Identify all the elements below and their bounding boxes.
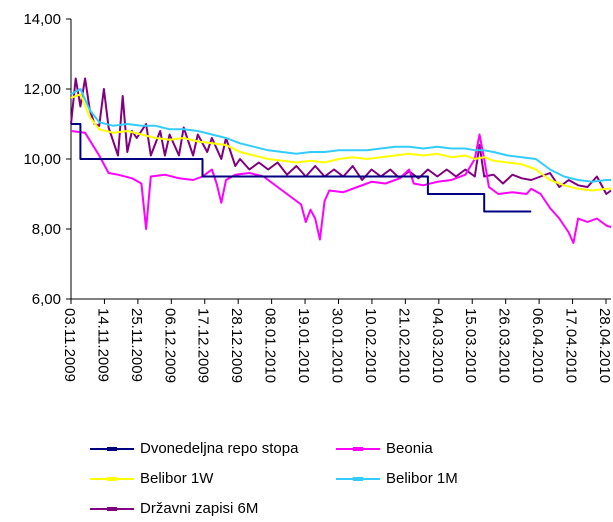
series-line (70, 88, 611, 183)
legend-swatch (336, 441, 380, 457)
x-tick-label: 17.04.2010 (563, 308, 580, 383)
x-tick-label: 06.12.2009 (161, 308, 178, 383)
y-tick-label: 6,00 (32, 291, 61, 308)
x-tick-label: 28.12.2009 (228, 308, 245, 383)
series-line (71, 123, 532, 213)
x-tick-label: 15.03.2010 (462, 308, 479, 383)
x-tick-label: 03.11.2009 (61, 308, 78, 382)
x-tick-label: 08.01.2010 (262, 308, 279, 383)
x-axis-ticks: 03.11.2009 14.11.2009 25.11.2009 06.12.2009… (61, 299, 613, 383)
legend-label: Belibor 1W (140, 470, 214, 487)
line-chart: 6,00 8,00 10,00 12,00 14,00 03.11.2009 14.11.… (23, 11, 613, 383)
x-tick-label: 21.02.2010 (395, 308, 412, 383)
x-tick-label: 19.01.2010 (295, 308, 312, 383)
y-tick-label: 12,00 (23, 81, 61, 98)
legend-item: Belibor 1M (336, 470, 458, 487)
x-tick-label: 26.03.2010 (496, 308, 513, 383)
legend-swatch (90, 471, 134, 487)
y-tick-label: 10,00 (23, 151, 61, 168)
x-tick-label: 25.11.2009 (128, 308, 145, 382)
series-line (70, 93, 611, 192)
x-tick-label: 30.01.2010 (328, 308, 345, 383)
legend-label: Dvonedeljna repo stopa (140, 440, 299, 457)
y-tick-label: 14,00 (23, 11, 61, 28)
legend-label: Državni zapisi 6M (140, 500, 259, 517)
legend-swatch (90, 441, 134, 457)
legend-item: Beonia (336, 440, 433, 457)
x-tick-label: 10.02.2010 (362, 308, 379, 383)
y-tick-label: 8,00 (32, 221, 61, 238)
legend-label: Belibor 1M (386, 470, 458, 487)
x-tick-label: 28.04.2010 (596, 308, 613, 383)
series-lines (70, 77, 612, 244)
legend-swatch (90, 501, 134, 517)
x-tick-label: 17.12.2009 (195, 308, 212, 383)
legend-item: Belibor 1W (90, 470, 213, 487)
series-line (70, 77, 612, 195)
x-tick-label: 04.03.2010 (429, 308, 446, 383)
legend-item: Državni zapisi 6M (90, 500, 258, 517)
series-line (70, 130, 612, 244)
legend-label: Beonia (386, 440, 433, 457)
x-tick-label: 06.04.2010 (529, 308, 546, 383)
y-axis-ticks: 6,00 8,00 10,00 12,00 14,00 (23, 11, 71, 308)
x-tick-label: 14.11.2009 (94, 308, 111, 382)
legend-item: Dvonedeljna repo stopa (90, 440, 298, 457)
legend-swatch (336, 471, 380, 487)
